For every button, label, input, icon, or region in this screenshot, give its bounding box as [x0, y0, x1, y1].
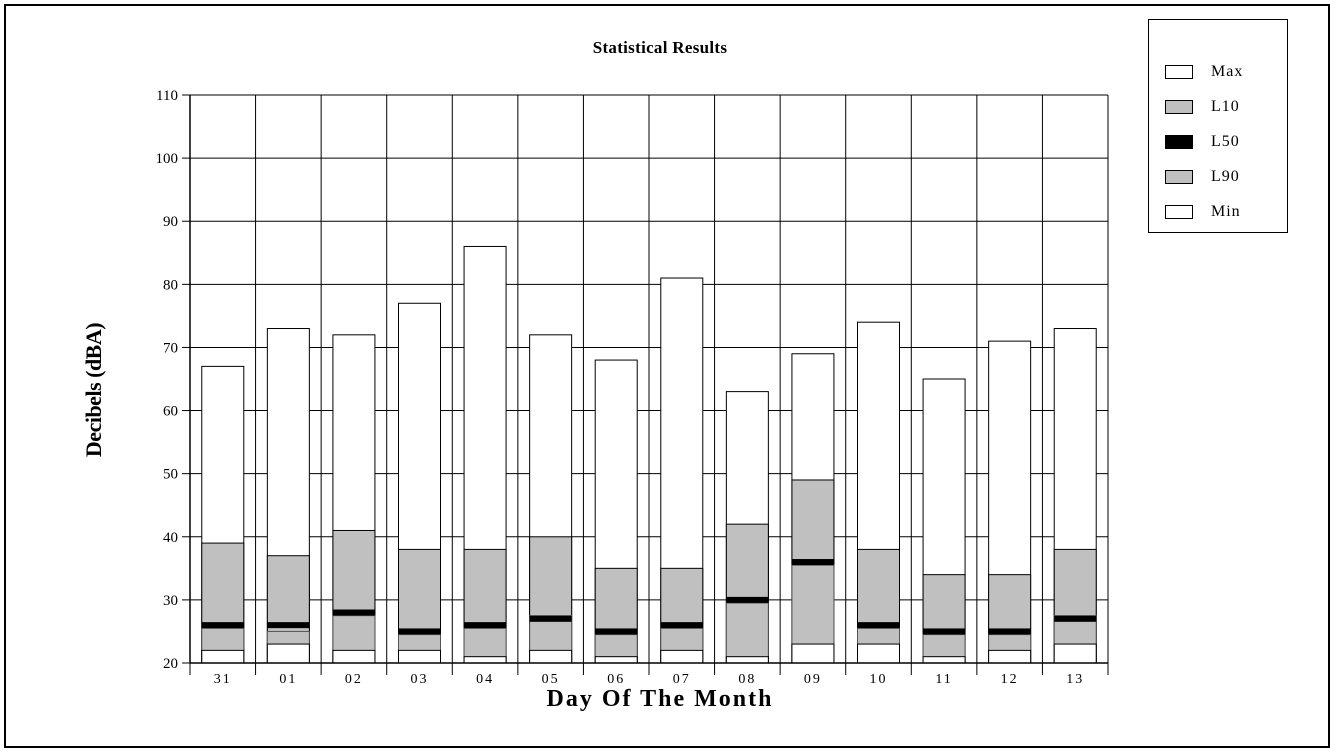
- x-axis-label: Day Of The Month: [546, 686, 774, 712]
- legend-swatch-l50: [1165, 135, 1193, 149]
- legend-item-l90: L90: [1165, 167, 1240, 187]
- bar-l50: [398, 628, 441, 635]
- bar-min: [660, 649, 704, 664]
- bar-min: [791, 643, 835, 664]
- x-tick-label: 01: [279, 672, 297, 687]
- bar-l50: [726, 596, 769, 603]
- bar-l50: [595, 628, 638, 635]
- chart-title: Statistical Results: [592, 38, 728, 57]
- bar-l50: [201, 622, 244, 629]
- bar-min: [1053, 643, 1097, 664]
- bar-min: [463, 656, 507, 664]
- x-tick-label: 06: [607, 672, 625, 687]
- y-tick-label: 90: [163, 214, 178, 230]
- x-tick-label: 02: [345, 672, 363, 687]
- y-tick-label: 70: [163, 340, 178, 356]
- bar-l50: [529, 615, 572, 622]
- bar-l50: [988, 628, 1031, 635]
- x-tick-label: 11: [935, 672, 952, 687]
- legend-item-l10: L10: [1165, 97, 1240, 117]
- bar-l50: [923, 628, 966, 635]
- bar-min: [594, 656, 638, 664]
- bar-min: [529, 649, 573, 664]
- y-tick-label: 60: [163, 404, 178, 420]
- legend-item-max: Max: [1165, 62, 1243, 82]
- y-tick-label: 80: [163, 277, 178, 293]
- y-tick-label: 110: [156, 88, 178, 104]
- bar-l50: [660, 622, 703, 629]
- legend-item-l50: L50: [1165, 132, 1240, 152]
- x-tick-label: 05: [542, 672, 560, 687]
- legend: Max L10 L50 L90 Min: [1148, 19, 1288, 233]
- x-tick-label: 08: [738, 672, 756, 687]
- bar-l50: [857, 622, 900, 629]
- bar-l50: [332, 609, 375, 616]
- legend-label-l10: L10: [1211, 98, 1240, 115]
- legend-label-max: Max: [1211, 63, 1244, 80]
- x-tick-label: 04: [476, 672, 494, 687]
- bar-l50: [267, 622, 310, 629]
- bar-min: [266, 643, 310, 664]
- y-tick-label: 20: [163, 656, 178, 672]
- bar-min: [725, 656, 769, 664]
- x-tick-label: 12: [1001, 672, 1019, 687]
- x-tick-label: 13: [1066, 672, 1084, 687]
- x-tick-label: 09: [804, 672, 822, 687]
- bar-min: [332, 649, 376, 664]
- legend-swatch-max: [1165, 65, 1193, 79]
- bar-l50: [464, 622, 507, 629]
- x-tick-label: 31: [214, 672, 232, 687]
- bar-l50: [1054, 615, 1097, 622]
- legend-swatch-l90: [1165, 170, 1193, 184]
- bar-min: [398, 649, 441, 664]
- bar-l90: [725, 602, 769, 664]
- y-tick-label: 40: [163, 530, 178, 546]
- bar-min: [988, 649, 1032, 664]
- legend-label-l90: L90: [1211, 168, 1240, 185]
- legend-swatch-min: [1165, 205, 1193, 219]
- bar-l50: [791, 559, 834, 566]
- bar-min: [201, 649, 245, 664]
- legend-swatch-l10: [1165, 100, 1193, 114]
- chart-frame: [4, 4, 1330, 748]
- legend-item-min: Min: [1165, 202, 1241, 222]
- x-tick-label: 03: [411, 672, 429, 687]
- bar-min: [857, 643, 900, 664]
- bar-min: [922, 656, 966, 664]
- x-tick-label: 07: [673, 672, 691, 687]
- x-tick-label: 10: [870, 672, 888, 687]
- legend-label-min: Min: [1211, 203, 1241, 220]
- y-tick-label: 30: [163, 593, 178, 609]
- y-tick-label: 100: [156, 151, 179, 167]
- legend-label-l50: L50: [1211, 133, 1240, 150]
- y-tick-label: 50: [163, 467, 178, 483]
